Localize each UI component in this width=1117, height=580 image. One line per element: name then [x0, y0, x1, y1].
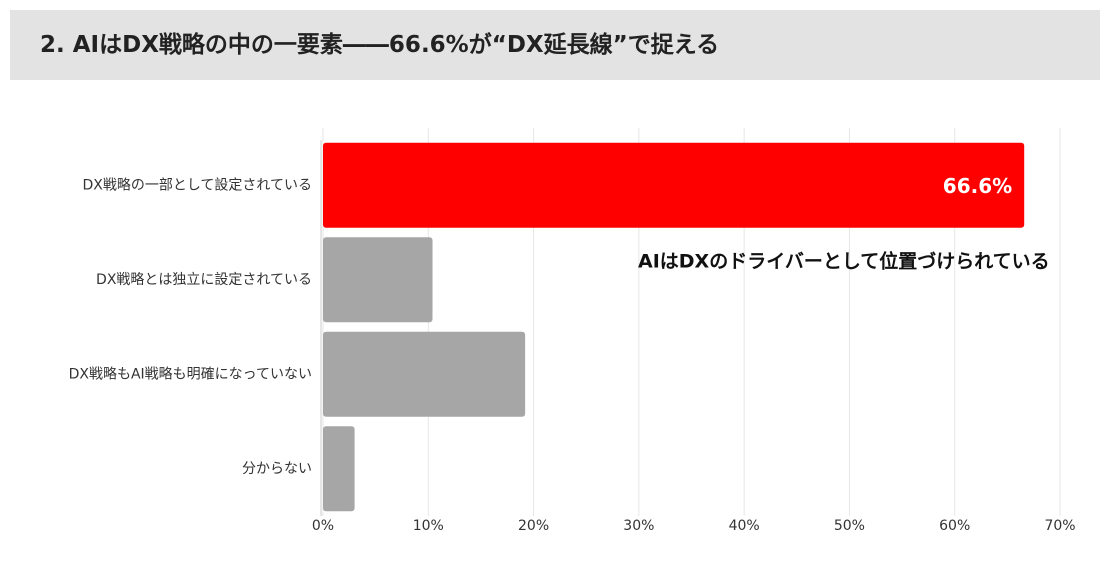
x-tick-label: 40% — [729, 518, 760, 534]
y-tick-label: DX戦略の一部として設定されている — [82, 177, 312, 193]
x-tick-label: 30% — [623, 518, 654, 534]
y-tick-label: 分からない — [242, 461, 312, 477]
bar — [323, 237, 433, 323]
x-tick-label: 10% — [413, 518, 444, 534]
bar — [323, 142, 1025, 228]
header: 2. AIはDX戦略の中の一要素――66.6%が“DX延長線”で捉える — [10, 10, 1100, 80]
annotation: AIはDXのドライバーとして位置づけられている — [638, 250, 1050, 273]
x-tick-label: 20% — [518, 518, 549, 534]
bar — [323, 426, 355, 512]
y-tick-label: DX戦略もAI戦略も明確になっていない — [69, 366, 312, 382]
y-tick-label: DX戦略とは独立に設定されている — [96, 272, 312, 288]
x-tick-label: 50% — [834, 518, 865, 534]
value-label: 66.6% — [943, 174, 1012, 198]
bar — [323, 331, 526, 417]
x-tick-label: 70% — [1044, 518, 1075, 534]
x-tick-label: 0% — [312, 518, 334, 534]
chart-title: 2. AIはDX戦略の中の一要素――66.6%が“DX延長線”で捉える — [40, 32, 720, 58]
x-tick-label: 60% — [939, 518, 970, 534]
